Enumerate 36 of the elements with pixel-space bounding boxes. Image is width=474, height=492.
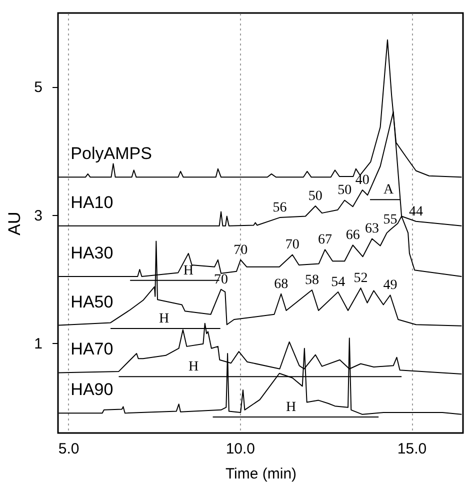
annotation: 70 — [234, 242, 248, 258]
legend-label: HA70 — [70, 340, 114, 359]
series-label: HA10 — [70, 192, 114, 212]
annotation: H — [188, 360, 199, 375]
x-axis-title: Time (min) — [225, 466, 297, 482]
annotation: 68 — [274, 276, 288, 292]
annotation: 50 — [338, 183, 352, 198]
annotation: H — [183, 263, 194, 278]
annotation: 67 — [318, 232, 332, 248]
series-label: PolyAMPS — [70, 144, 152, 164]
annotation: 70 — [285, 238, 300, 253]
annotation: 56 — [272, 200, 287, 216]
annotation: 44 — [408, 204, 423, 220]
x-tick-label: 15.0 — [397, 440, 427, 458]
x-tick-label: 5.0 — [58, 440, 80, 458]
annotation: 49 — [383, 278, 398, 294]
y-tick-label: 5 — [34, 79, 42, 96]
annotation: 54 — [331, 274, 346, 290]
annotation: H — [158, 311, 170, 326]
annotation: 40 — [355, 172, 370, 188]
y-tick-label: 3 — [34, 207, 42, 224]
annotation: 52 — [354, 271, 368, 286]
annotation: 70 — [214, 272, 228, 288]
annotation: 55 — [383, 212, 398, 228]
annotation: A — [383, 182, 394, 198]
series-label: HA50 — [70, 292, 114, 312]
y-tick-label: 1 — [34, 336, 42, 353]
y-axis-title: AU — [5, 212, 24, 236]
annotation: 58 — [304, 273, 319, 288]
annotation: 63 — [365, 222, 380, 237]
annotation: H — [286, 400, 296, 415]
series-label: HA90 — [70, 380, 114, 400]
annotation: 66 — [346, 228, 360, 244]
series-label: HA30 — [70, 244, 114, 263]
x-tick-label: 10.0 — [226, 440, 256, 458]
annotation: 50 — [308, 189, 322, 204]
